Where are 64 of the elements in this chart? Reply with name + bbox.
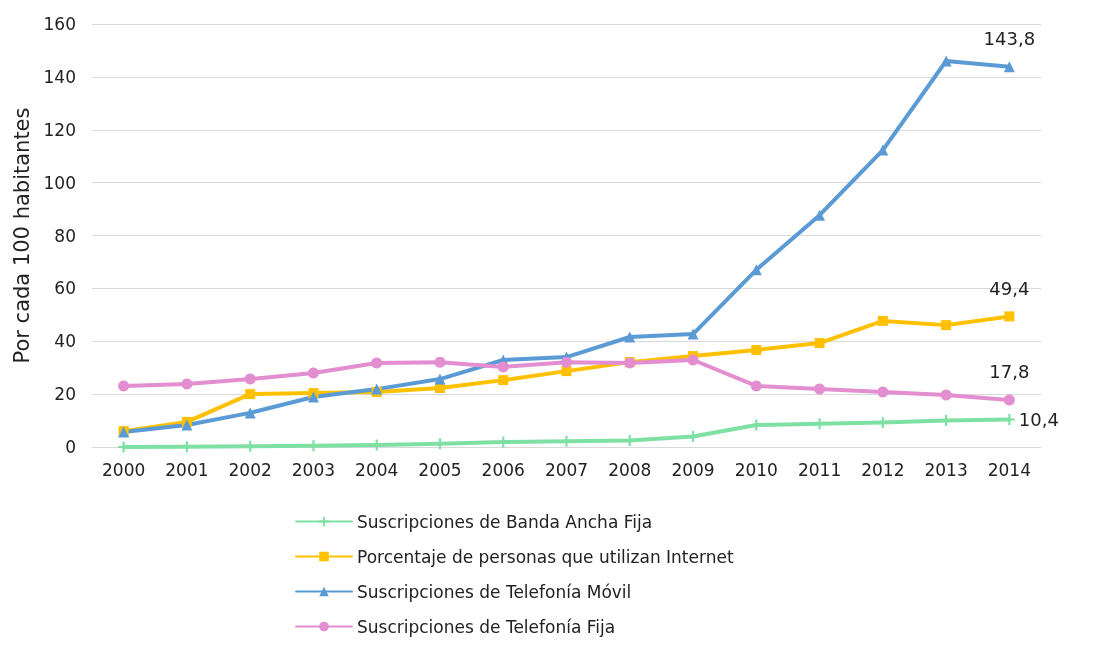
y-tick-label: 80 [54, 225, 76, 246]
point [814, 383, 826, 395]
point [877, 315, 888, 326]
point [371, 383, 383, 395]
point [1003, 394, 1015, 406]
x-tick-label: 2010 [734, 459, 778, 480]
x-tick-label: 2013 [924, 459, 968, 480]
point [244, 373, 256, 385]
point [245, 389, 256, 400]
y-tick-label: 140 [43, 66, 76, 87]
point [1003, 61, 1015, 73]
y-tick-label: 160 [43, 14, 76, 34]
x-tick-label: 2005 [418, 459, 462, 480]
point [497, 361, 509, 373]
point [940, 55, 952, 67]
x-tick-label: 2001 [165, 459, 209, 480]
x-tick-label: 2011 [797, 459, 842, 480]
legend-label: Suscripciones de Telefonía Fija [357, 616, 616, 637]
point [687, 354, 699, 366]
point [307, 391, 319, 403]
point [434, 373, 446, 385]
x-tick-label: 2004 [355, 459, 399, 480]
y-tick-label: 120 [43, 119, 76, 140]
point [814, 338, 825, 349]
point [751, 344, 762, 355]
point [940, 389, 952, 401]
legend-label: Suscripciones de Telefonía Móvil [357, 581, 632, 602]
x-tick-label: 2008 [608, 459, 652, 480]
x-tick-label: 2009 [671, 459, 715, 480]
point [561, 366, 572, 377]
point [941, 320, 952, 331]
point [118, 380, 130, 392]
point [181, 419, 193, 431]
point [434, 356, 446, 368]
y-tick-label: 100 [43, 172, 76, 193]
x-tick-label: 2006 [481, 459, 525, 480]
point [877, 386, 889, 398]
data-label: 49,4 [989, 277, 1030, 299]
point [498, 375, 509, 386]
x-tick-label: 2000 [102, 459, 146, 480]
point [624, 331, 636, 343]
point [750, 380, 762, 392]
y-tick-label: 60 [54, 278, 76, 299]
y-axis-title: Por cada 100 habitantes [10, 107, 35, 364]
y-tick-label: 0 [65, 437, 76, 457]
point [244, 407, 256, 419]
x-tick-label: 2012 [861, 459, 905, 480]
point [181, 378, 193, 390]
point [1004, 311, 1015, 322]
y-tick-label: 20 [54, 384, 76, 405]
x-tick-label: 2014 [987, 459, 1031, 480]
point [307, 367, 319, 379]
point [561, 356, 572, 368]
point [687, 328, 699, 340]
data-label: 143,8 [983, 27, 1036, 49]
legend-label: Suscripciones de Banda Ancha Fija [357, 511, 653, 532]
data-label: 17,8 [989, 360, 1030, 382]
x-tick-label: 2003 [291, 459, 336, 480]
legend-label: Porcentaje de personas que utilizan Internet [357, 546, 734, 567]
y-tick-label: 40 [54, 331, 76, 352]
data-label: 10,4 [1018, 409, 1059, 431]
point [371, 357, 383, 369]
x-tick-label: 2002 [228, 459, 272, 480]
x-tick-label: 2007 [544, 459, 589, 480]
